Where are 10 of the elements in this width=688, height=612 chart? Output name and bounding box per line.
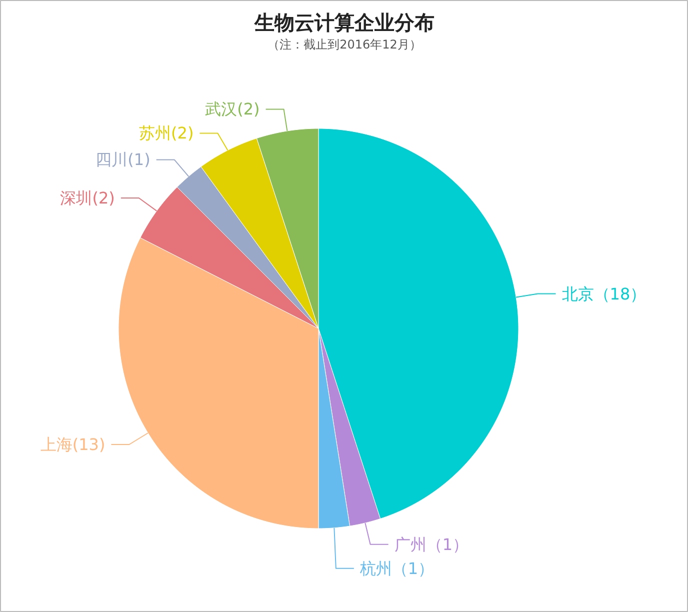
chart-title: 生物云计算企业分布 <box>254 10 434 34</box>
slice-label: 广州（1） <box>394 534 469 554</box>
slice-label: 上海(13) <box>40 434 106 454</box>
slice-label: 苏州(2) <box>139 124 194 143</box>
chart-subtitle: （注：截止到2016年12月） <box>268 38 422 52</box>
slice-label: 深圳(2) <box>60 188 115 208</box>
slice-label: 杭州（1） <box>358 558 434 578</box>
slice-label: 武汉(2) <box>205 100 260 119</box>
slice-label: 北京（18） <box>562 284 646 304</box>
slice-label: 四川(1) <box>96 150 150 170</box>
